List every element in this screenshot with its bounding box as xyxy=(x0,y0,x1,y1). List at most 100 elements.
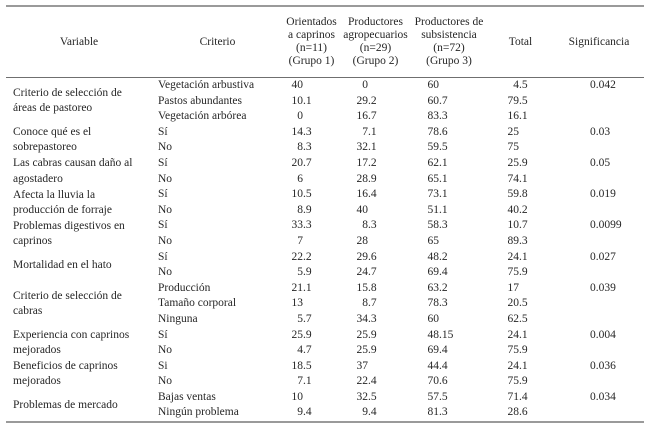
integer-part: 18 xyxy=(291,359,304,372)
fraction-part: .2 xyxy=(368,94,377,107)
total-value-cell: 40.2 xyxy=(487,203,554,219)
variable-cell: Experiencia con caprinos mejorados xyxy=(13,328,130,357)
fraction-part: .1 xyxy=(368,141,377,154)
g1-value-cell: 9.4 xyxy=(283,405,340,422)
table-row: Las cabras causan daño al agostadero Sí 20… xyxy=(6,156,644,185)
fraction-part: .9 xyxy=(519,375,528,388)
total-value-cell: 75.9 xyxy=(487,374,554,390)
variable-cell: Las cabras causan daño al agostadero xyxy=(13,157,133,185)
integer-part: 60 xyxy=(427,94,440,107)
integer-part: 10 xyxy=(291,188,304,201)
table-row: No 7 28 65 89.3 xyxy=(6,234,644,250)
integer-part: 6 xyxy=(297,172,303,185)
significancia-cell xyxy=(554,265,644,281)
integer-part: 65 xyxy=(427,172,440,185)
significancia-cell xyxy=(554,172,644,188)
criterio-cell: Sí xyxy=(158,125,168,138)
integer-part: 10 xyxy=(291,94,304,107)
integer-part: 74 xyxy=(507,172,520,185)
integer-part: 83 xyxy=(427,110,440,123)
significancia-cell xyxy=(554,94,644,110)
g1-value-cell: 33.3 xyxy=(283,218,340,234)
g2-value-cell: 16.7 xyxy=(340,109,411,125)
g1-value-cell: 4.7 xyxy=(283,343,340,359)
total-value-cell: 75 xyxy=(487,140,554,156)
integer-part: 75 xyxy=(507,141,520,154)
total-value-cell: 59.8 xyxy=(487,187,554,203)
criterio-cell: Producción xyxy=(158,281,211,294)
fraction-part: .1 xyxy=(439,156,448,169)
integer-part: 75 xyxy=(507,266,520,279)
total-value-cell: 75.9 xyxy=(487,265,554,281)
integer-part: 60 xyxy=(427,79,440,91)
integer-part: 20 xyxy=(507,297,520,310)
fraction-part: .4 xyxy=(368,406,377,419)
fraction-part: .3 xyxy=(303,125,312,138)
integer-part: 40 xyxy=(356,203,369,216)
table-header: Variable Criterio Orientados a caprinos … xyxy=(6,6,644,78)
fraction-part: .9 xyxy=(303,266,312,279)
fraction-part: .8 xyxy=(519,188,528,201)
criterio-cell: No xyxy=(158,375,173,388)
integer-part: 16 xyxy=(507,110,520,123)
g1-value-cell: 8.3 xyxy=(283,140,340,156)
g2-value-cell: 28.9 xyxy=(340,172,411,188)
integer-part: 63 xyxy=(427,281,440,294)
header-grupo2-line2: agropecuarios xyxy=(343,29,408,41)
total-value-cell: 25 xyxy=(487,125,554,141)
fraction-part: .1 xyxy=(519,359,528,372)
significancia-cell xyxy=(554,234,644,250)
g1-value-cell: 18.5 xyxy=(283,359,340,375)
significancia-cell xyxy=(554,312,644,328)
g1-value-cell: 22.2 xyxy=(283,250,340,266)
table-row: Problemas digestivos en caprinos Sí 33.3 8.… xyxy=(6,218,644,247)
significancia-cell: 0.004 xyxy=(590,328,616,341)
total-value-cell: 71.4 xyxy=(487,390,554,406)
total-value-cell: 4.5 xyxy=(487,78,554,94)
table-body: Criterio de selección de áreas de pastor… xyxy=(6,78,644,423)
table-row: Mortalidad en el hato Sí 22.2 29.6 48.2 24.1 0… xyxy=(6,250,644,271)
header-grupo3: Productores de subsistencia (n=72) (Grup… xyxy=(411,6,487,78)
integer-part: 37 xyxy=(356,359,369,372)
fraction-part: .1 xyxy=(368,125,377,138)
integer-part: 65 xyxy=(427,234,440,247)
header-grupo2-line1: Productores xyxy=(348,16,403,28)
g2-value-cell: 15.8 xyxy=(340,281,411,297)
integer-part: 28 xyxy=(356,172,369,185)
g3-value-cell: 78.6 xyxy=(411,125,487,141)
fraction-part: .8 xyxy=(368,281,377,294)
fraction-part: .9 xyxy=(368,344,377,357)
fraction-part: .7 xyxy=(303,156,312,169)
g1-value-cell: 20.7 xyxy=(283,156,340,172)
total-value-cell: 16.1 xyxy=(487,109,554,125)
significancia-cell xyxy=(554,109,644,125)
significancia-cell: 0.036 xyxy=(590,359,616,372)
g1-value-cell: 6 xyxy=(283,172,340,188)
fraction-part: .2 xyxy=(368,156,377,169)
criterio-cell: Pastos abundantes xyxy=(158,94,243,107)
total-value-cell: 25.9 xyxy=(487,156,554,172)
fraction-part: .5 xyxy=(368,390,377,403)
fraction-part: .9 xyxy=(519,266,528,279)
integer-part: 25 xyxy=(356,344,369,357)
header-total: Total xyxy=(487,6,554,78)
fraction-part: .4 xyxy=(303,406,312,419)
integer-part: 75 xyxy=(507,375,520,388)
fraction-part: .1 xyxy=(439,172,448,185)
fraction-part: .7 xyxy=(303,312,312,325)
criterio-cell: Ninguna xyxy=(158,312,198,325)
g3-value-cell: 59.5 xyxy=(411,140,487,156)
table-row: No 8.3 32.1 59.5 75 xyxy=(6,140,644,156)
integer-part: 78 xyxy=(427,125,440,138)
header-grupo3-line3: (n=72) xyxy=(433,42,465,54)
fraction-part: .3 xyxy=(303,141,312,154)
g2-value-cell: 0 xyxy=(340,78,411,94)
header-grupo1-line4: (Grupo 1) xyxy=(288,55,335,67)
criterio-cell: Sí xyxy=(158,156,168,169)
g2-value-cell: 32.1 xyxy=(340,140,411,156)
significancia-cell: 0.027 xyxy=(590,250,616,263)
header-criterio: Criterio xyxy=(152,6,283,78)
g3-value-cell: 48.15 xyxy=(411,328,487,344)
fraction-part: .9 xyxy=(519,344,528,357)
significancia-cell: 0.042 xyxy=(590,79,616,91)
